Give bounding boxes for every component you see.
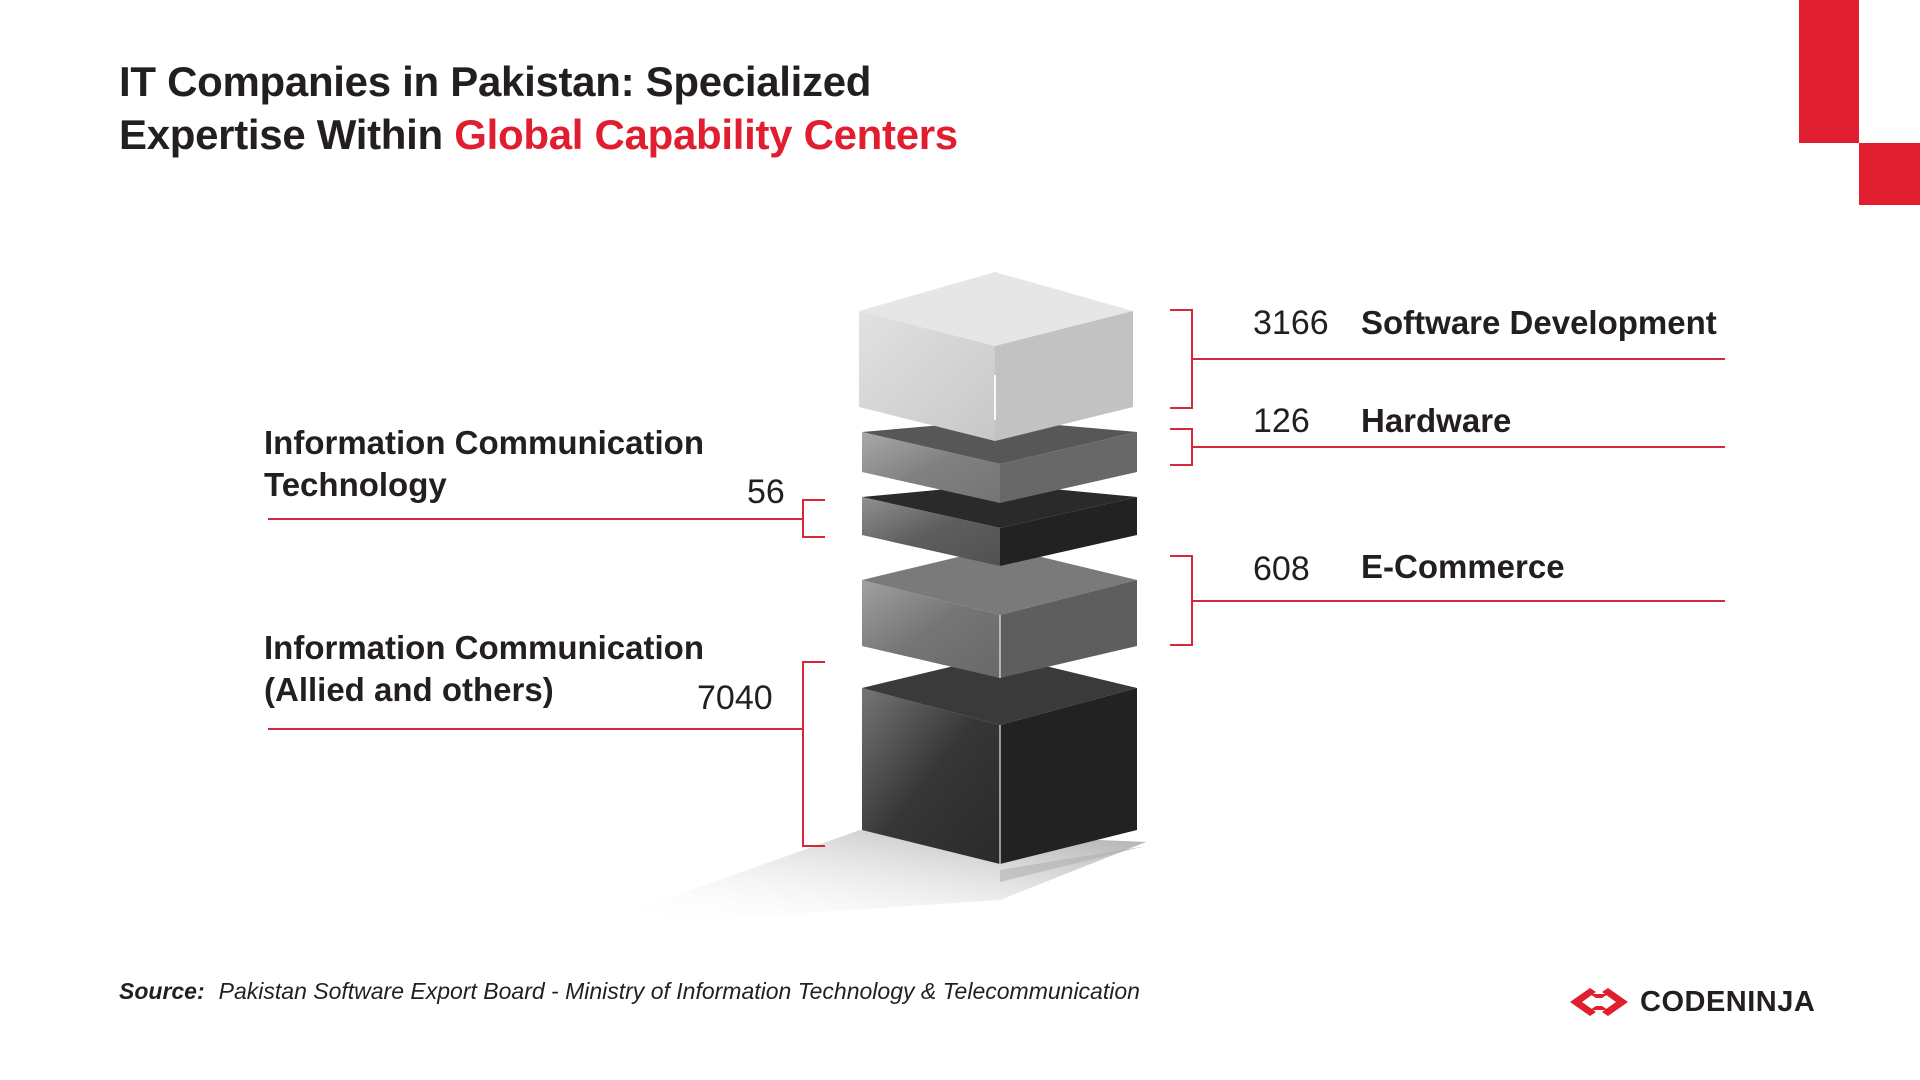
title-line-2: Expertise Within Global Capability Cente… [119,108,958,161]
title-line-2-plain: Expertise Within [119,111,455,158]
source-text: Pakistan Software Export Board - Ministr… [218,978,1140,1004]
source-note: Source: Pakistan Software Export Board - … [119,978,1140,1005]
label-ict-line2: Technology [264,466,447,503]
value-hardware: 126 [1253,402,1310,440]
value-allied: 7040 [697,679,773,717]
bracket-ecommerce [1170,555,1725,646]
label-allied-line1: Information Communication [264,629,704,666]
title-accent: Global Capability Centers [454,111,958,158]
block-allied [862,655,1137,864]
brand-logo: CODENINJA [1568,985,1815,1019]
corner-decoration-top [1799,0,1859,143]
bracket-hardware [1170,428,1725,466]
block-ecommerce [862,547,1137,678]
source-key: Source: [119,978,205,1004]
value-ecommerce: 608 [1253,550,1310,588]
corner-decoration-bottom [1859,143,1920,205]
title-line-1: IT Companies in Pakistan: Specialized [119,58,872,105]
bracket-ict [268,499,825,538]
block-hardware [862,420,1137,503]
label-ict-line1: Information Communication [264,424,704,461]
value-software: 3166 [1253,304,1329,342]
value-ict: 56 [747,473,785,511]
bracket-software [1170,309,1725,409]
label-software: Software Development [1361,304,1717,341]
block-ict [862,484,1137,566]
label-ict: Information Communication Technology [264,422,704,506]
label-allied-line2: (Allied and others) [264,671,554,708]
bracket-allied [268,661,825,847]
codeninja-chevrons-icon [1570,988,1628,1016]
label-ecommerce: E-Commerce [1361,548,1565,585]
label-hardware: Hardware [1361,402,1512,439]
label-allied: Information Communication (Allied and ot… [264,627,704,711]
block-software [859,272,1133,441]
page-title: IT Companies in Pakistan: Specialized Ex… [119,55,958,161]
brand-name: CODENINJA [1640,985,1816,1018]
